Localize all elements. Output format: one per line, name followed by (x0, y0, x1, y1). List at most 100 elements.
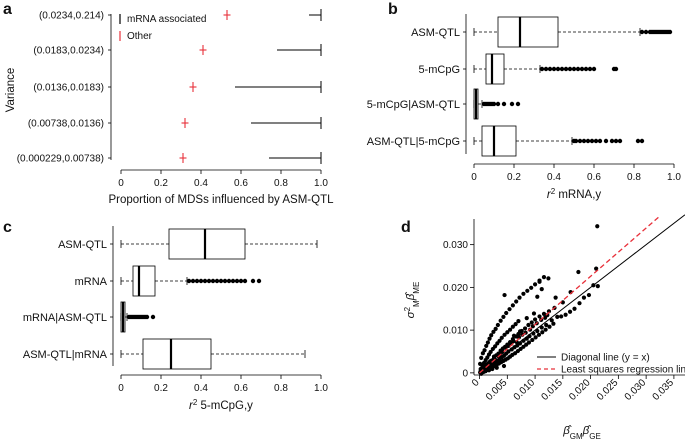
data-point (490, 366, 495, 372)
x-tick-label: 0.4 (194, 383, 208, 394)
data-point (535, 294, 540, 299)
panel-label-d: d (401, 219, 411, 236)
regression-line (479, 215, 661, 374)
data-point (551, 321, 556, 326)
subscript-m: M (412, 300, 421, 307)
panel-label-c: c (3, 219, 12, 236)
data-point (517, 329, 523, 334)
x-tick-label: 1.0 (314, 178, 328, 189)
data-point (530, 337, 535, 343)
data-point (504, 310, 509, 316)
y-tick-label: 0 (462, 368, 468, 379)
outlier-point (575, 66, 581, 72)
data-point (514, 299, 519, 304)
data-point (483, 369, 488, 374)
outlier-point (250, 278, 256, 284)
category-label: ASM-QTL|5-mCpG (367, 136, 460, 148)
data-point (536, 332, 542, 337)
outlier-point (589, 138, 595, 144)
x-title-rest: mRNA,y (555, 189, 601, 201)
y-axis-title: Variance (5, 68, 17, 113)
category-label: ASM-QTL (58, 239, 107, 251)
outlier-point (210, 278, 216, 284)
legend-label-mrna: mRNA associated (127, 14, 206, 25)
outlier-point (543, 66, 549, 72)
data-point (531, 311, 537, 316)
category-label: ASM-QTL|mRNA (23, 349, 108, 361)
outlier-point (591, 66, 597, 72)
data-point (581, 295, 587, 300)
data-point (517, 295, 522, 300)
data-point (543, 327, 548, 332)
box-iqr (168, 228, 246, 260)
beta-hat: β̂ (582, 425, 592, 437)
data-point (494, 365, 499, 370)
x-title-sup: 2 (551, 187, 556, 196)
data-point (484, 343, 489, 349)
outlier-point (515, 101, 521, 107)
panel-c: c 0 0.2 0.4 0.6 0.8 1.0 r2 5-mCpG,y ASM-QTL mRNA m… (3, 219, 328, 412)
x-tick-label: 0 (470, 377, 482, 389)
category-label: (0.00738,0.0136) (28, 119, 104, 130)
category-label: (0.0183,0.0234) (33, 46, 104, 57)
outlier-point (509, 101, 515, 107)
data-point (595, 224, 600, 229)
data-point (502, 332, 507, 337)
x-title-r: r (189, 400, 194, 412)
outlier-point (501, 101, 507, 107)
outlier-point (581, 138, 587, 144)
data-point (516, 335, 522, 340)
data-point (539, 286, 544, 292)
x-tick-label: 0.6 (587, 172, 601, 183)
outlier-point (150, 314, 156, 320)
data-point (487, 336, 492, 341)
outlier-point (234, 278, 240, 284)
data-point (541, 275, 547, 280)
data-point (497, 338, 502, 343)
legend-label-diagonal: Diagonal line (y = x) (561, 353, 650, 364)
outlier-point (579, 66, 585, 72)
data-point (498, 318, 503, 323)
data-point (532, 282, 538, 287)
x-tick-label: 0.2 (154, 178, 168, 189)
outlier-point (567, 66, 573, 72)
x-tick-label: 0.4 (194, 178, 208, 189)
outlier-point (495, 101, 501, 107)
data-point (586, 292, 592, 298)
outlier-point (214, 278, 220, 284)
category-label: ASM-QTL (411, 27, 460, 39)
outlier-point (547, 66, 553, 72)
data-point (547, 324, 552, 329)
x-tick-label: 0 (118, 383, 124, 394)
outlier-point (603, 138, 609, 144)
data-point (491, 354, 497, 359)
outlier-point (577, 138, 583, 144)
data-point (541, 311, 547, 316)
data-point (539, 325, 544, 330)
outlier-point (206, 278, 212, 284)
subscript-gm: GM (570, 432, 583, 441)
data-point (526, 322, 531, 328)
data-point (529, 320, 534, 325)
x-tick-label: 0 (118, 178, 124, 189)
data-point (524, 316, 529, 321)
outlier-point (635, 138, 641, 144)
outlier-point (639, 29, 645, 35)
data-point (546, 276, 551, 281)
x-tick-label: 0.4 (547, 172, 561, 183)
data-point (532, 317, 538, 322)
outlier-point (242, 278, 248, 284)
y-tick-label: 0.030 (443, 240, 468, 251)
outlier-point (597, 138, 603, 144)
x-tick-label: 0.8 (274, 383, 288, 394)
data-point (555, 314, 560, 319)
data-point (521, 291, 526, 296)
data-point (553, 295, 558, 300)
data-point (493, 344, 498, 349)
x-tick-label: 0.8 (627, 172, 641, 183)
data-point (511, 339, 516, 344)
x-tick-label: 0.8 (274, 178, 288, 189)
data-point (544, 322, 549, 328)
